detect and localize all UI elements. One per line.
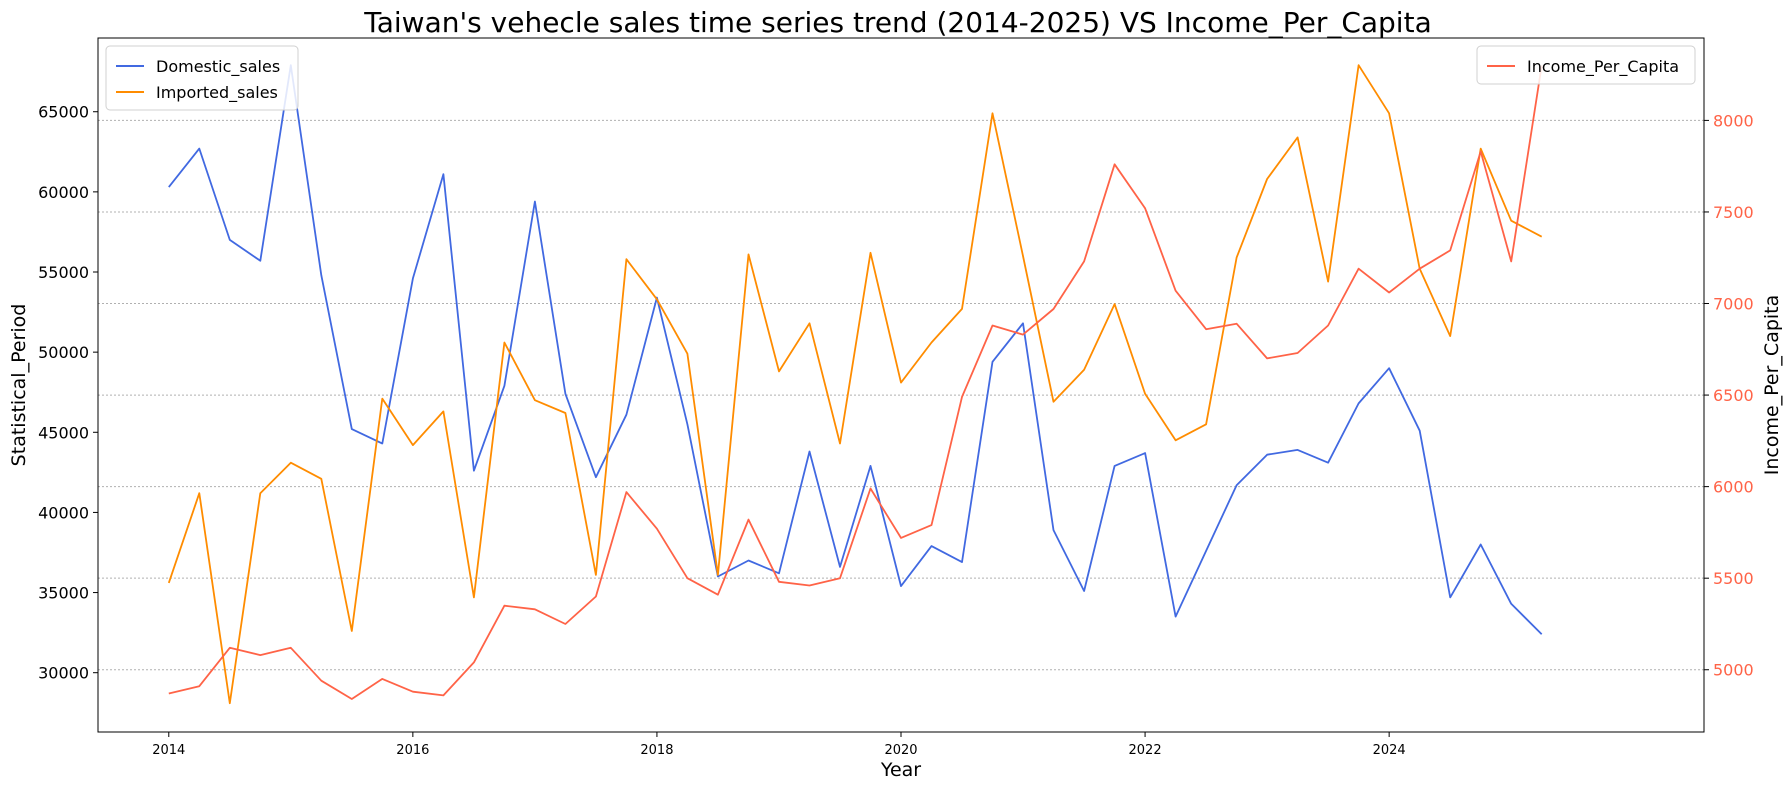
legend-label: Imported_sales	[156, 83, 278, 103]
y-tick-label: 35000	[38, 584, 89, 603]
y-tick-label: 45000	[38, 423, 89, 442]
y-tick-label: 40000	[38, 503, 89, 522]
chart-title: Taiwan's vehecle sales time series trend…	[363, 6, 1431, 39]
plot-area-frame	[97, 37, 1705, 733]
legend-box	[105, 45, 299, 111]
series-line-imported-sales	[167, 64, 1543, 705]
y2-tick-label: 6500	[1713, 386, 1754, 405]
y2-tick-label: 5500	[1713, 569, 1754, 588]
series-line-income-per-capita	[168, 65, 1543, 700]
axis-ticks: 2014 2016 2018 2020 2022 2024 30000 35000 40000 4…	[38, 103, 1754, 758]
x-tick-label: 2016	[396, 743, 429, 758]
grid	[98, 119, 1704, 671]
x-tick-label: 2024	[1373, 743, 1406, 758]
y2-tick-label: 6000	[1713, 478, 1754, 497]
y-tick-label: 50000	[38, 343, 89, 362]
legend-left: Domestic_sales Imported_sales	[105, 45, 299, 111]
legend-label: Income_Per_Capita	[1527, 57, 1679, 77]
y2-axis-label: Income_Per_Capita	[1761, 295, 1783, 476]
x-tick-label: 2022	[1129, 743, 1162, 758]
series-lines	[167, 64, 1543, 705]
y-axis-label: Statistical_Period	[8, 304, 30, 467]
y-tick-label: 55000	[38, 263, 89, 282]
x-tick-label: 2014	[152, 743, 185, 758]
series-line-domestic-sales	[168, 64, 1543, 635]
legend-box	[1476, 45, 1696, 85]
legend-label: Domestic_sales	[156, 57, 280, 77]
x-axis-label: Year	[880, 759, 921, 781]
y-tick-label: 60000	[38, 183, 89, 202]
y2-tick-label: 8000	[1713, 111, 1754, 130]
y-tick-label: 30000	[38, 664, 89, 683]
y-tick-label: 65000	[38, 103, 89, 122]
legend-right: Income_Per_Capita	[1476, 45, 1696, 85]
y2-tick-label: 7000	[1713, 295, 1754, 314]
x-tick-label: 2020	[884, 743, 917, 758]
x-tick-label: 2018	[640, 743, 673, 758]
y2-tick-label: 7500	[1713, 203, 1754, 222]
y2-tick-label: 5000	[1713, 661, 1754, 680]
